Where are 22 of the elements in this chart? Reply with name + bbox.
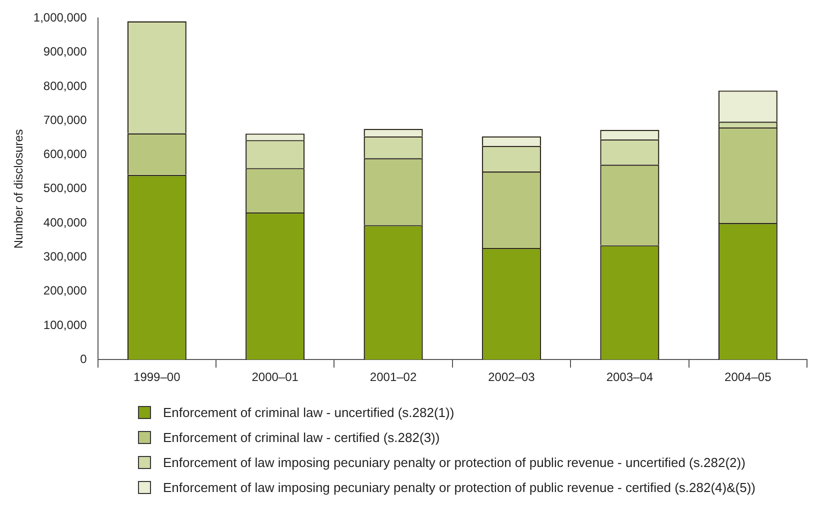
y-tick-label: 0 [80,352,88,366]
legend-label: Enforcement of criminal law - uncertified (s.282(1)) [163,405,454,420]
y-axis-title: Number of disclosures [12,129,26,249]
legend-label: Enforcement of law imposing pecuniary penalty or protection of public revenue - uncertified (s.282(2)) [163,455,746,470]
y-tick-label: 400,000 [43,215,88,230]
y-tick-label: 1,000,000 [33,10,88,25]
x-tick-label: 2003–04 [606,370,654,384]
y-tick-label: 200,000 [43,284,88,298]
x-tick-label: 2001–02 [370,370,417,384]
x-tick-label: 2004–05 [724,370,772,384]
x-tick-label: 2000–01 [252,370,299,384]
x-tick-label: 2002–03 [488,370,536,384]
y-tick-label: 700,000 [43,112,88,127]
y-tick-label: 800,000 [43,78,88,93]
y-tick-label: 300,000 [43,249,88,264]
y-tick-label: 100,000 [43,318,88,332]
legend-label: Enforcement of law imposing pecuniary penalty or protection of public revenue - certified (s.282(4)&(5)) [163,480,756,495]
y-tick-label: 600,000 [43,147,88,162]
y-tick-label: 500,000 [43,181,88,196]
legend-label: Enforcement of criminal law - certified (s.282(3)) [163,430,440,445]
y-tick-label: 900,000 [43,44,88,59]
x-tick-label: 1999–00 [134,370,181,384]
